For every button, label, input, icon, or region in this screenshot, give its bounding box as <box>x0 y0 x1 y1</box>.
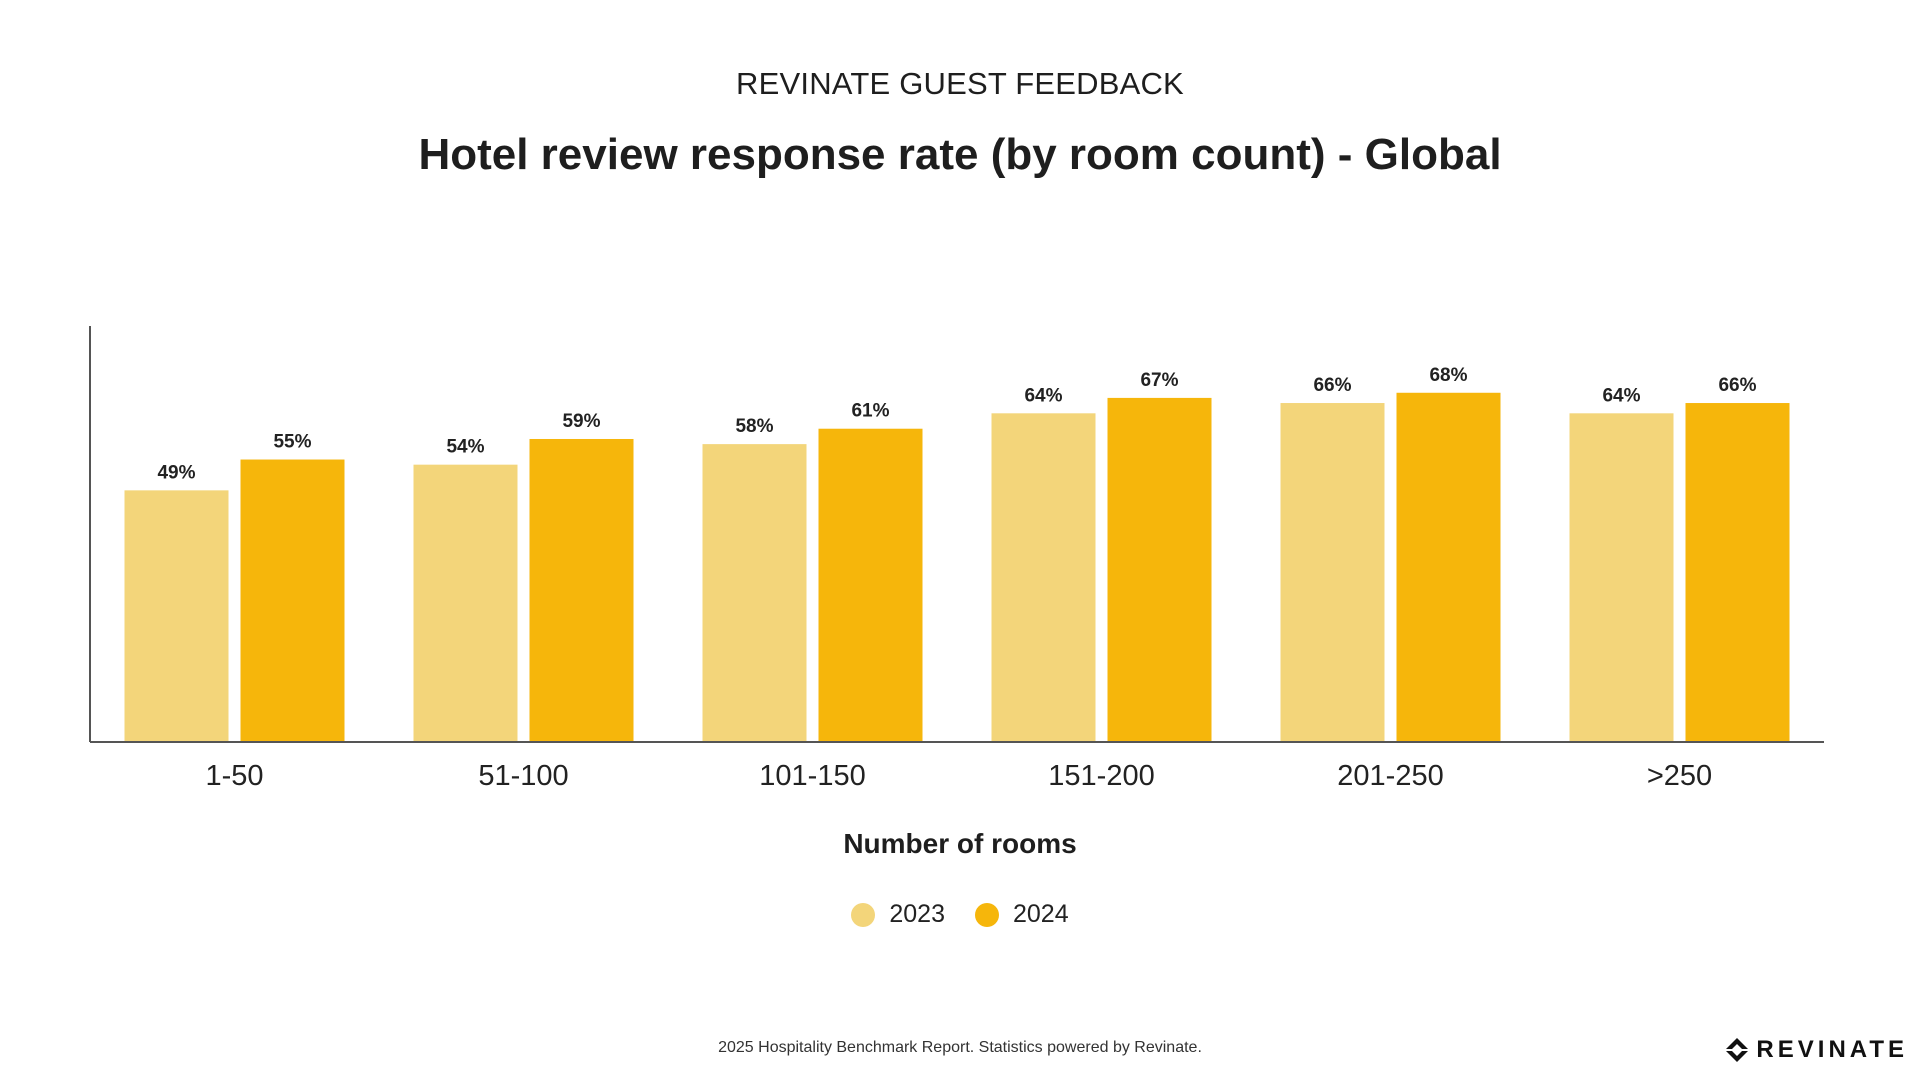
data-label-2024-101-150: 61% <box>851 401 889 422</box>
data-label-2024->250: 66% <box>1718 375 1756 396</box>
bar-2023-1-50 <box>124 490 229 742</box>
x-tick-label-101-150: 101-150 <box>759 760 865 792</box>
bar-2023-151-200 <box>991 413 1096 742</box>
data-label-2023-101-150: 58% <box>735 416 773 437</box>
revinate-logo: REVINATE <box>1726 1036 1908 1064</box>
bar-2023->250 <box>1569 413 1674 742</box>
revinate-logo-icon <box>1726 1038 1749 1062</box>
chart-title: Hotel review response rate (by room coun… <box>418 130 1502 179</box>
bar-2024-201-250 <box>1396 392 1501 742</box>
data-label-2023->250: 64% <box>1602 385 1640 406</box>
report-kicker: REVINATE GUEST FEEDBACK <box>736 66 1184 101</box>
x-tick-label-51-100: 51-100 <box>478 760 568 792</box>
x-tick-label-201-250: 201-250 <box>1337 760 1443 792</box>
bar-2023-51-100 <box>413 464 518 742</box>
footer-credit: 2025 Hospitality Benchmark Report. Stati… <box>718 1039 1202 1056</box>
data-label-2023-201-250: 66% <box>1313 375 1351 396</box>
x-tick-label-1-50: 1-50 <box>205 760 263 792</box>
x-tick-label-151-200: 151-200 <box>1048 760 1154 792</box>
data-label-2023-151-200: 64% <box>1024 385 1062 406</box>
data-label-2024-201-250: 68% <box>1429 365 1467 386</box>
bar-2023-101-150 <box>702 444 807 742</box>
legend-label-2023: 2023 <box>889 900 945 928</box>
data-label-2023-1-50: 49% <box>157 462 195 483</box>
data-label-2023-51-100: 54% <box>446 437 484 458</box>
bar-2024-51-100 <box>529 438 634 742</box>
data-label-2024-151-200: 67% <box>1140 370 1178 391</box>
legend-item-2024: 2024 <box>975 900 1069 929</box>
bar-2024->250 <box>1685 403 1790 742</box>
legend-label-2024: 2024 <box>1013 900 1069 928</box>
data-label-2024-51-100: 59% <box>562 411 600 432</box>
bar-2024-1-50 <box>240 459 345 742</box>
bar-2024-151-200 <box>1107 397 1212 742</box>
legend-item-2023: 2023 <box>851 900 945 929</box>
x-axis-title: Number of rooms <box>843 828 1077 859</box>
legend-swatch-2023 <box>851 902 876 927</box>
data-label-2024-1-50: 55% <box>273 432 311 453</box>
legend: 2023 2024 <box>0 900 1920 929</box>
bar-2024-101-150 <box>818 428 923 742</box>
revinate-logo-text: REVINATE <box>1756 1036 1908 1063</box>
legend-swatch-2024 <box>975 902 999 927</box>
bar-2023-201-250 <box>1280 403 1385 742</box>
x-tick-label->250: >250 <box>1647 760 1712 792</box>
